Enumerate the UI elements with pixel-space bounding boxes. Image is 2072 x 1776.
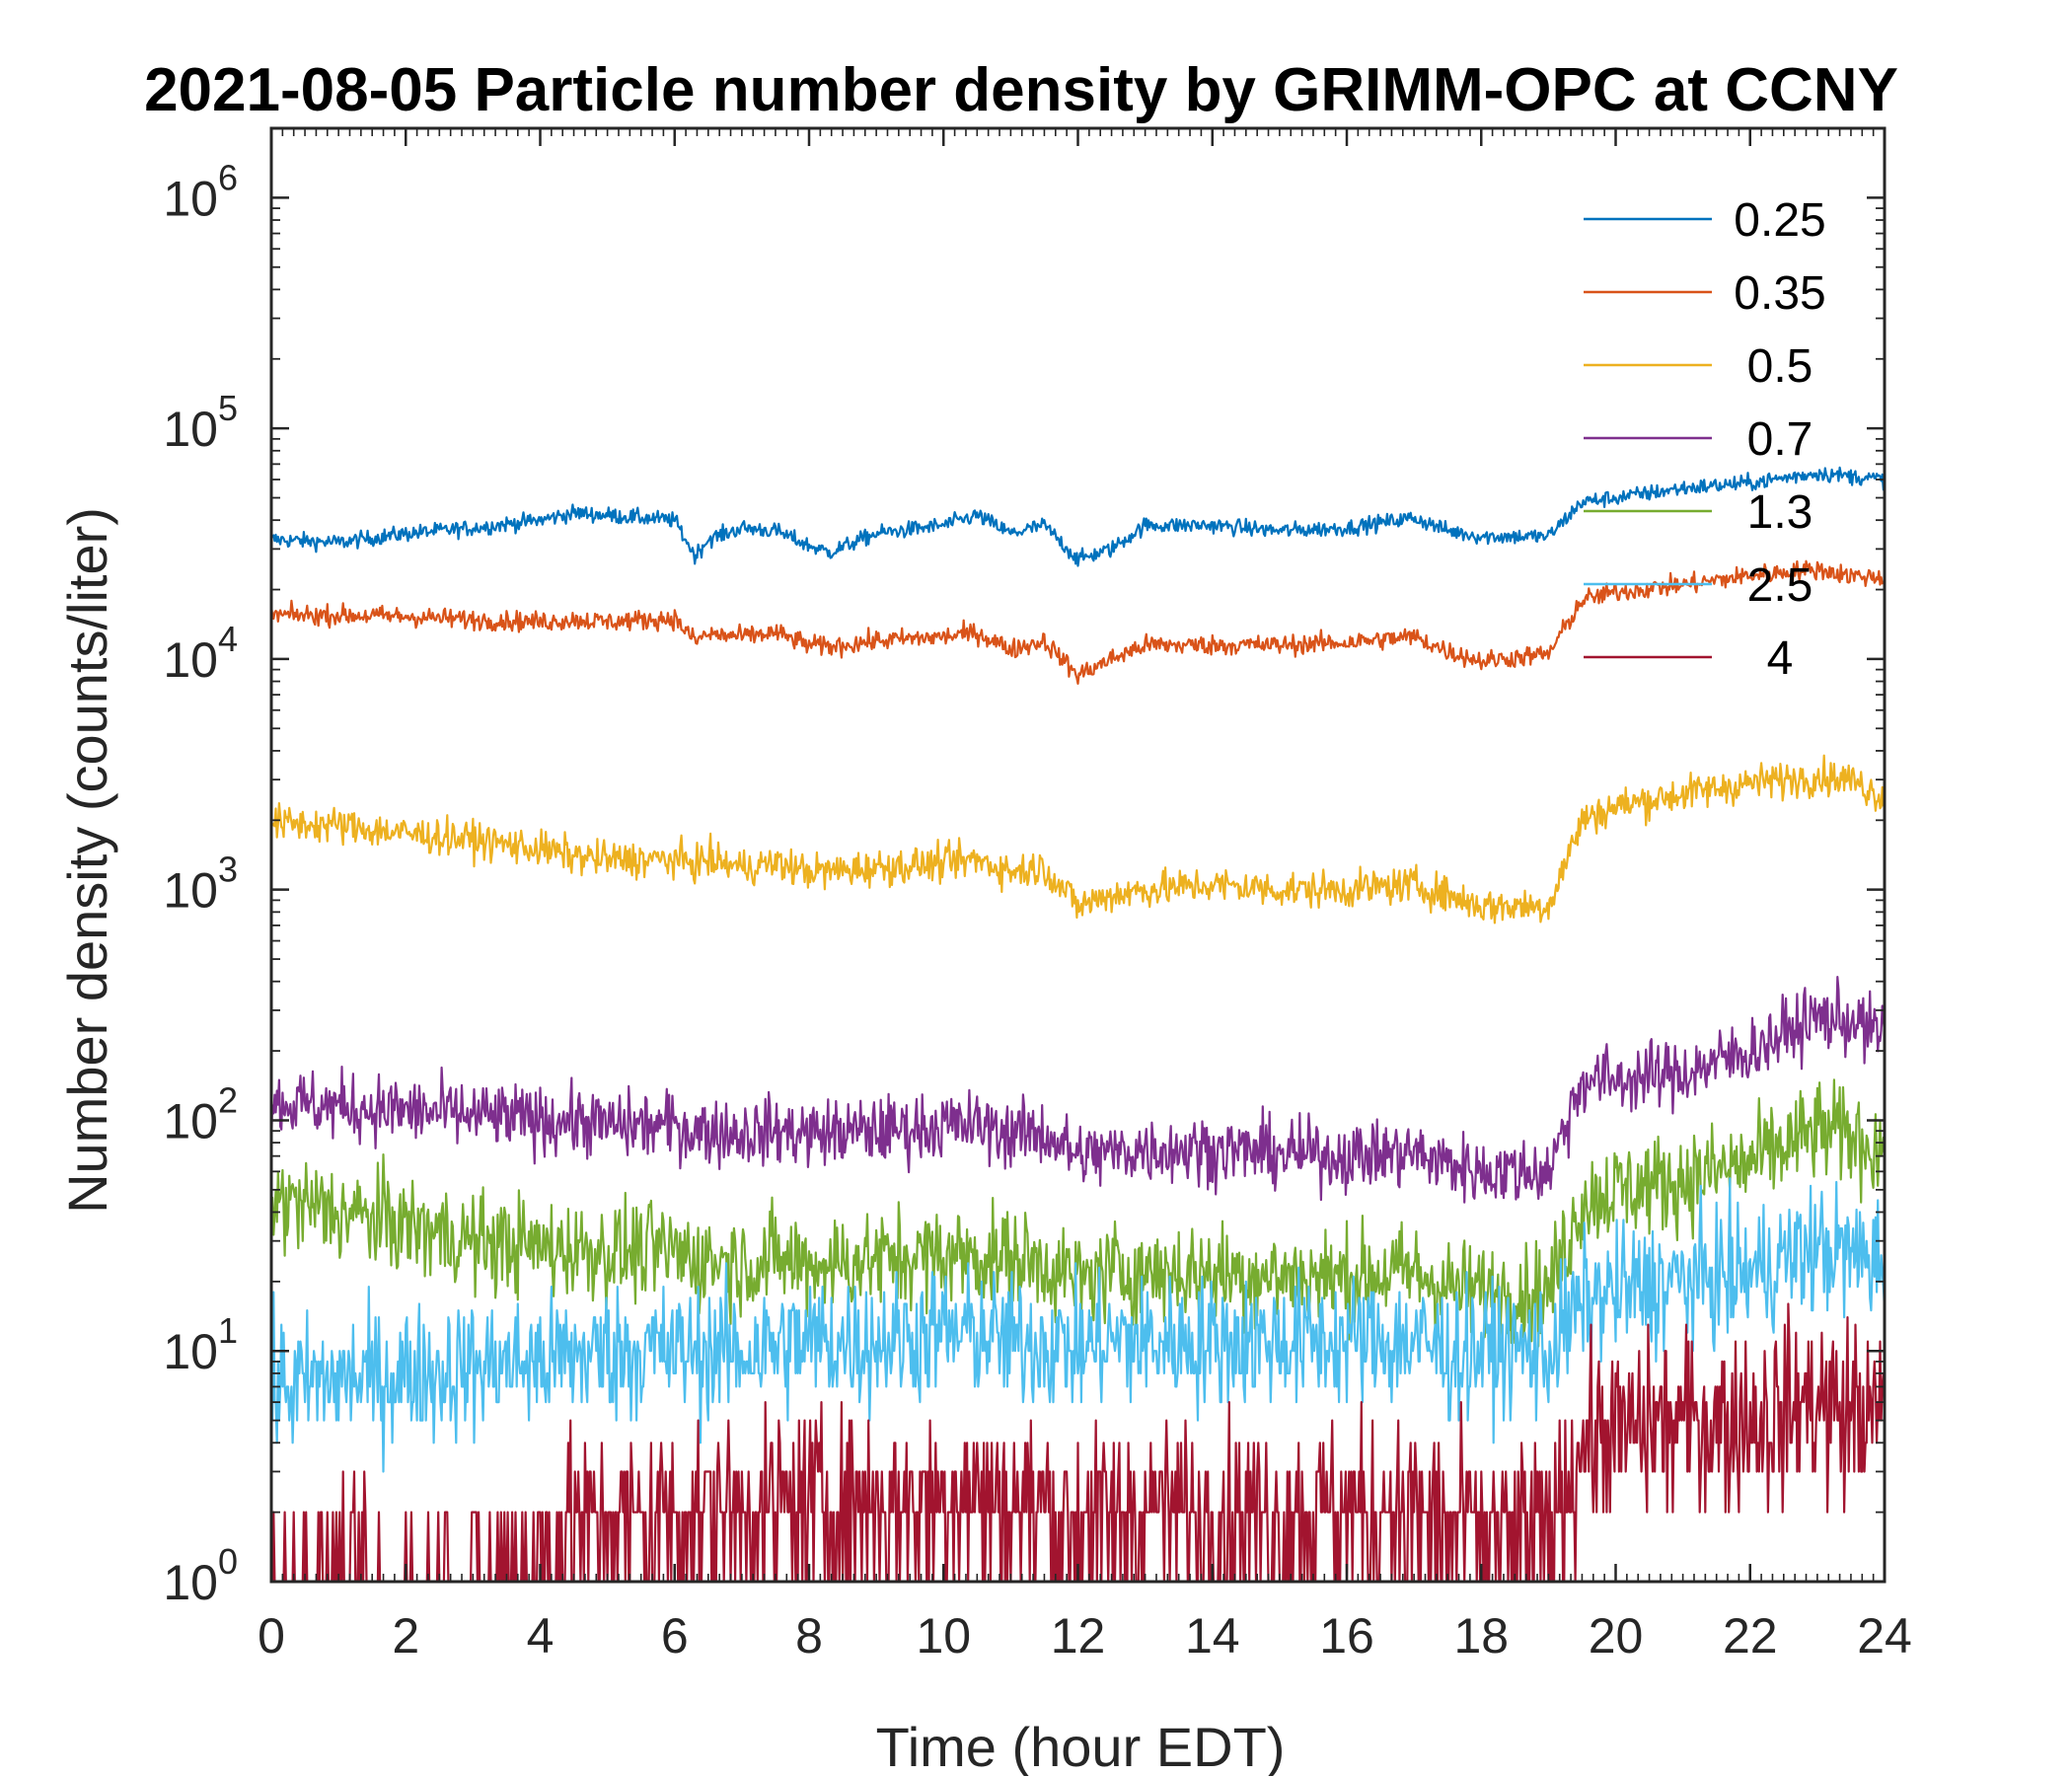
legend-item-0_35: 0.35 (1584, 267, 1826, 320)
legend: 0.25 0.35 0.5 0.7 1.3 2.5 4 (1584, 194, 1826, 685)
y-tick-exponent: 5 (218, 388, 238, 428)
y-tick-exponent: 1 (218, 1310, 238, 1351)
y-tick-label: 100 (163, 1541, 238, 1610)
x-tick-label: 14 (1185, 1608, 1240, 1664)
x-tick-label: 12 (1051, 1608, 1106, 1664)
x-tick-label: 16 (1319, 1608, 1374, 1664)
series-line-4 (269, 1302, 1887, 1584)
x-tick-label: 2 (392, 1608, 419, 1664)
legend-item-0_5: 0.5 (1584, 340, 1813, 393)
legend-item-0_7: 0.7 (1584, 413, 1813, 466)
x-tick-label: 6 (661, 1608, 689, 1664)
legend-label: 0.25 (1734, 194, 1825, 247)
x-tick-label: 24 (1857, 1608, 1912, 1664)
y-tick-label: 104 (163, 619, 238, 688)
y-tick-base: 10 (163, 402, 218, 457)
x-tick-label: 22 (1723, 1608, 1778, 1664)
y-tick-label: 101 (163, 1310, 238, 1379)
series-line-0_7 (269, 976, 1887, 1204)
x-tick-label: 0 (258, 1608, 285, 1664)
y-tick-base: 10 (163, 1555, 218, 1610)
legend-label: 0.7 (1747, 413, 1813, 466)
y-tick-exponent: 6 (218, 157, 238, 197)
y-tick-base: 10 (163, 1324, 218, 1379)
series-line-0_25 (270, 466, 1887, 567)
series-line-0_35 (269, 559, 1886, 685)
x-axis-label: Time (hour EDT) (876, 1716, 1286, 1776)
plot-lines (269, 466, 1887, 1584)
legend-label: 0.35 (1734, 267, 1825, 320)
chart-title: 2021-08-05 Particle number density by GR… (144, 56, 1898, 124)
legend-item-0_25: 0.25 (1584, 194, 1826, 247)
series-line-1_3 (269, 1078, 1887, 1348)
y-tick-base: 10 (163, 632, 218, 688)
x-tick-label: 20 (1589, 1608, 1644, 1664)
y-tick-exponent: 3 (218, 850, 238, 890)
legend-label: 0.5 (1747, 340, 1813, 393)
legend-item-4: 4 (1584, 632, 1793, 685)
y-tick-exponent: 2 (218, 1079, 238, 1120)
x-tick-label: 4 (527, 1608, 555, 1664)
x-tick-label: 8 (795, 1608, 823, 1664)
series-line-0_5 (270, 754, 1887, 925)
x-tick-label: 10 (916, 1608, 971, 1664)
legend-label: 1.3 (1747, 486, 1813, 539)
y-tick-label: 106 (163, 157, 238, 226)
legend-label: 4 (1767, 632, 1794, 685)
legend-label: 2.5 (1747, 559, 1813, 612)
axis-ticks (269, 127, 1887, 1584)
y-tick-base: 10 (163, 171, 218, 226)
y-tick-base: 10 (163, 863, 218, 919)
x-tick-label: 18 (1453, 1608, 1509, 1664)
y-tick-exponent: 4 (218, 619, 238, 659)
y-tick-label: 103 (163, 850, 238, 919)
y-axis-label: Number density (counts/liter) (56, 507, 118, 1214)
legend-item-2_5: 2.5 (1584, 559, 1813, 612)
y-tick-label: 105 (163, 388, 238, 457)
series-line-2_5 (269, 1177, 1887, 1473)
y-tick-base: 10 (163, 1093, 218, 1148)
y-tick-exponent: 0 (218, 1541, 238, 1582)
legend-item-1_3: 1.3 (1584, 486, 1813, 539)
x-tick-labels: 0 2 4 6 8 10 12 14 16 18 20 22 24 (258, 1608, 1912, 1664)
y-tick-label: 102 (163, 1079, 238, 1148)
